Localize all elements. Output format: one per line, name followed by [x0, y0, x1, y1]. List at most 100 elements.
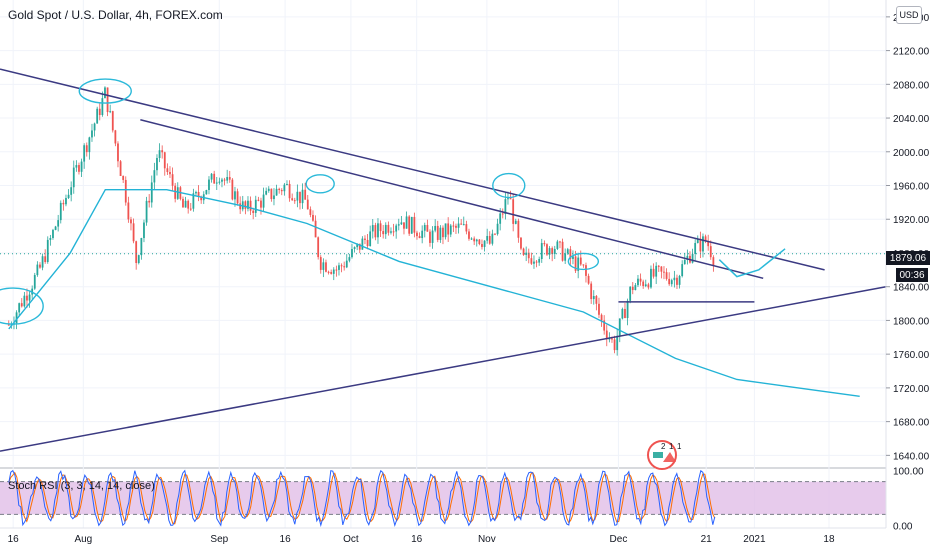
candle-body: [327, 271, 330, 273]
candle-body: [413, 216, 416, 233]
candle-body: [626, 300, 629, 319]
candle-body: [603, 320, 606, 331]
x-tick-label: 18: [823, 534, 835, 545]
candle-body: [634, 285, 637, 291]
candle-body: [208, 179, 210, 190]
stoch-rsi-label: Stoch RSI (3, 3, 14, 14, close): [8, 480, 155, 492]
candle-body: [187, 200, 190, 209]
candle-body: [114, 130, 117, 144]
candle-body: [579, 257, 582, 265]
candle-body: [52, 229, 54, 238]
candle-body: [564, 253, 567, 261]
candle-body: [676, 277, 678, 285]
candle-body: [605, 330, 608, 340]
candle-body: [153, 170, 156, 183]
candle-body: [460, 223, 463, 225]
candle-body: [520, 237, 522, 249]
marker-ellipse: [567, 252, 600, 271]
candle-body: [546, 244, 548, 255]
candle-body: [314, 220, 317, 238]
candle-body: [366, 239, 369, 247]
candle-body: [119, 161, 122, 176]
candle-body: [418, 236, 421, 239]
x-tick-label: Aug: [74, 534, 92, 545]
y-tick-label: 2120.00: [893, 47, 930, 58]
candle-body: [673, 277, 676, 281]
candle-body: [361, 238, 364, 250]
marker-ellipse: [78, 78, 132, 104]
inner-trendline: [140, 119, 764, 279]
candle-body: [150, 182, 153, 203]
candle-body: [83, 145, 86, 162]
candle-body: [166, 168, 169, 173]
candle-body: [117, 143, 119, 162]
x-tick-label: 21: [701, 534, 713, 545]
candle-body: [416, 232, 418, 237]
candle-body: [569, 249, 572, 259]
candle-body: [65, 197, 67, 205]
badge-digit: 1: [677, 442, 682, 451]
candle-body: [421, 230, 424, 239]
currency-button[interactable]: USD: [896, 6, 922, 24]
candle-body: [122, 175, 125, 180]
candle-body: [332, 269, 335, 274]
candle-body: [566, 249, 569, 254]
candle-body: [681, 264, 684, 277]
candle-body: [20, 303, 23, 307]
candle-body: [436, 225, 439, 240]
candle-body: [704, 236, 707, 242]
candle-body: [491, 233, 494, 244]
candle-body: [28, 294, 31, 301]
candle-body: [85, 145, 88, 153]
candle-body: [426, 224, 429, 232]
x-tick-label: 16: [411, 534, 423, 545]
candle-body: [239, 203, 242, 210]
candle-body: [512, 199, 515, 224]
candle-body: [657, 265, 660, 267]
candle-body: [696, 238, 699, 243]
candle-body: [296, 191, 299, 201]
candle-body: [590, 283, 593, 300]
candle-body: [46, 239, 49, 262]
candle-body: [184, 200, 187, 208]
candle-body: [59, 202, 62, 221]
candle-body: [592, 296, 595, 300]
candle-body: [587, 275, 590, 284]
candle-body: [200, 196, 203, 201]
candle-body: [709, 246, 712, 258]
logo-icon: 2 1 1: [647, 440, 682, 470]
candle-body: [265, 190, 268, 195]
candle-body: [26, 295, 28, 301]
candle-body: [514, 220, 517, 224]
candle-body: [275, 188, 278, 196]
candle-body: [447, 223, 450, 235]
candle-body: [613, 339, 616, 351]
candle-body: [218, 181, 221, 183]
candle-body: [93, 123, 96, 131]
candle-body: [686, 255, 689, 260]
candle-body: [249, 200, 252, 211]
candle-body: [444, 223, 447, 238]
candle-body: [252, 210, 255, 213]
candle-body: [694, 242, 697, 254]
candle-body: [405, 216, 408, 229]
candle-body: [559, 241, 561, 243]
candle-body: [75, 165, 78, 168]
candle-body: [317, 237, 320, 258]
candle-body: [348, 257, 351, 261]
candle-body: [353, 247, 356, 249]
badge-digit: 1: [669, 442, 674, 451]
timer-label: 00:36: [899, 270, 924, 281]
candle-body: [556, 241, 559, 249]
y-tick-label: 1800.00: [893, 316, 930, 327]
candle-body: [699, 238, 702, 252]
candle-body: [143, 222, 145, 239]
y-tick-label: 1760.00: [893, 350, 930, 361]
candle-body: [145, 200, 148, 223]
candle-body: [213, 173, 216, 184]
candle-body: [462, 224, 465, 226]
candle-body: [223, 179, 226, 181]
candle-body: [642, 281, 645, 287]
